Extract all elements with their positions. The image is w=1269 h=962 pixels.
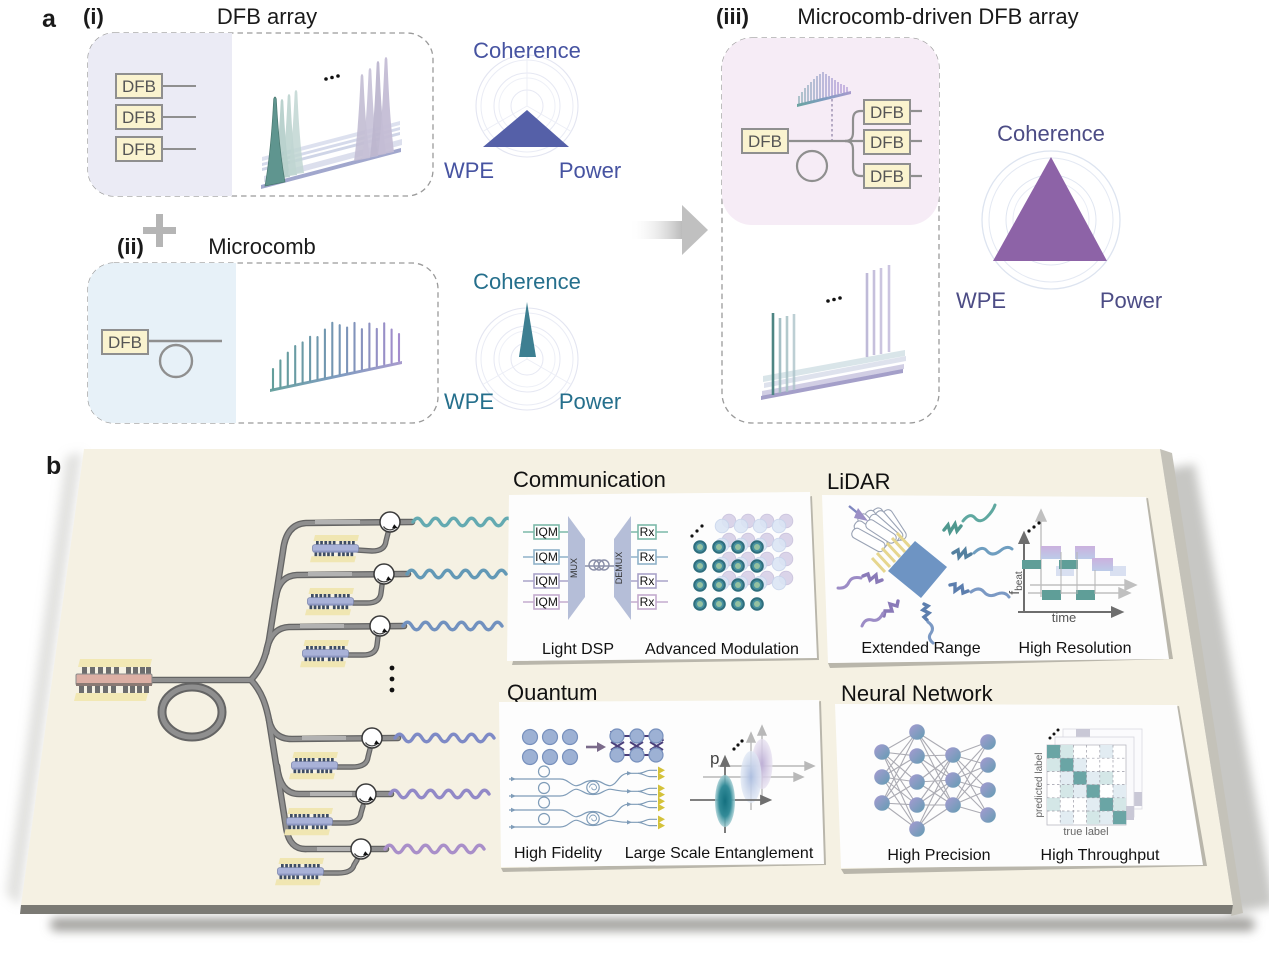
svg-text:Rx: Rx (640, 525, 655, 539)
svg-text:High Throughput: High Throughput (1041, 847, 1160, 864)
svg-text:Power: Power (559, 389, 621, 414)
svg-text:Coherence: Coherence (473, 269, 581, 294)
svg-text:DFB array: DFB array (217, 4, 317, 29)
svg-text:Communication: Communication (513, 467, 666, 492)
svg-text:a: a (42, 5, 57, 33)
svg-text:Neural Network: Neural Network (841, 681, 994, 706)
svg-text:Quantum: Quantum (507, 680, 598, 705)
svg-text:Rx: Rx (640, 595, 655, 609)
svg-text:p: p (710, 749, 719, 768)
svg-text:WPE: WPE (444, 389, 494, 414)
svg-text:WPE: WPE (444, 158, 494, 183)
svg-text:IQM: IQM (535, 550, 558, 564)
svg-text:LiDAR: LiDAR (827, 469, 891, 494)
svg-text:High Resolution: High Resolution (1019, 640, 1132, 657)
svg-text:b: b (46, 452, 61, 480)
svg-text:DEMUX: DEMUX (614, 552, 624, 585)
svg-text:High Fidelity: High Fidelity (514, 845, 602, 862)
svg-text:time: time (1052, 610, 1077, 625)
svg-text:predicted label: predicted label (1034, 752, 1045, 817)
svg-text:Coherence: Coherence (997, 121, 1105, 146)
svg-text:WPE: WPE (956, 288, 1006, 313)
svg-text:IQM: IQM (535, 595, 558, 609)
svg-text:true label: true label (1063, 826, 1108, 838)
svg-text:High Precision: High Precision (887, 847, 990, 864)
svg-text:Rx: Rx (640, 574, 655, 588)
svg-text:(i): (i) (83, 4, 104, 29)
svg-text:Advanced Modulation: Advanced Modulation (645, 641, 799, 658)
svg-text:Microcomb: Microcomb (208, 234, 316, 259)
svg-text:Light DSP: Light DSP (542, 641, 614, 658)
svg-text:IQM: IQM (535, 525, 558, 539)
svg-text:Large Scale Entanglement: Large Scale Entanglement (625, 845, 814, 862)
svg-text:Rx: Rx (640, 550, 655, 564)
svg-text:Extended Range: Extended Range (861, 640, 980, 657)
svg-text:Microcomb-driven DFB array: Microcomb-driven DFB array (797, 4, 1078, 29)
svg-text:(ii): (ii) (117, 234, 144, 259)
svg-text:Coherence: Coherence (473, 38, 581, 63)
svg-text:Power: Power (1100, 288, 1162, 313)
svg-text:Power: Power (559, 158, 621, 183)
svg-text:MUX: MUX (569, 558, 579, 578)
svg-text:IQM: IQM (535, 574, 558, 588)
svg-text:(iii): (iii) (716, 4, 749, 29)
